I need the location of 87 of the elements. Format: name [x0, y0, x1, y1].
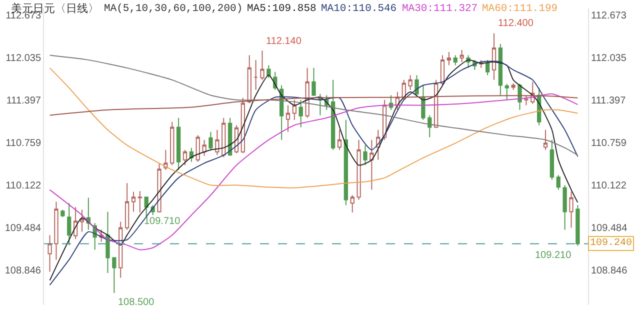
candlestick: [292, 99, 297, 120]
candlestick: [202, 139, 206, 156]
candlestick: [428, 114, 432, 138]
annotation: MA(5,10,30,60,100,200): [104, 3, 243, 15]
candlestick: [414, 74, 419, 96]
text: MA10:110.546: [321, 3, 397, 15]
candlestick: [460, 49, 464, 62]
y2-tick-label: 109.484: [591, 222, 628, 234]
candlestick: [266, 64, 271, 78]
candlestick: [164, 149, 168, 170]
ref-line-label: 109.240: [590, 238, 632, 249]
candlestick: [54, 201, 58, 260]
y-tick-label: 110.759: [6, 138, 42, 150]
candlestick: [182, 149, 188, 166]
candlestick: [106, 211, 110, 274]
candlestick: [228, 117, 232, 156]
candlestick: [48, 234, 52, 272]
line-series: [49, 54, 578, 156]
candlestick: [298, 99, 303, 128]
candlestick: [138, 190, 142, 213]
candlestick: [112, 256, 116, 294]
candlestick: [511, 82, 516, 90]
candlestick: [344, 119, 348, 206]
candlestick: [208, 131, 213, 150]
text: MA5:109.858: [247, 3, 316, 15]
candlestick: [498, 43, 503, 96]
y2-tick-label: 112.673: [591, 10, 627, 22]
candlestick: [370, 139, 374, 190]
candlestick: [408, 74, 412, 90]
candlestick: [176, 117, 181, 170]
candlestick: [144, 196, 148, 218]
y-tick-label: 109.484: [4, 222, 42, 234]
candlestick: [222, 117, 226, 158]
text: MA30:111.327: [402, 3, 478, 15]
y2-tick-label: 112.035: [591, 53, 627, 64]
candlestick: [73, 206, 78, 240]
candlestick: [305, 67, 310, 118]
candlestick: [131, 191, 136, 212]
annotation: 112.400: [498, 18, 534, 29]
candlestick: [247, 54, 252, 104]
candlestick: [170, 121, 174, 166]
y-tick-label: 108.846: [4, 265, 42, 276]
candlestick: [543, 129, 548, 150]
annotation: 108.500: [118, 297, 155, 308]
candlestick: [60, 209, 65, 218]
candlestick: [215, 129, 220, 156]
candlestick: [196, 134, 200, 162]
candlestick: [118, 221, 123, 278]
text: MA60:111.199: [482, 3, 558, 15]
candlestick: [576, 204, 580, 246]
candlestick: [356, 139, 361, 200]
line-series: [49, 93, 578, 250]
y2-tick-label: 110.122: [591, 180, 627, 192]
candlestick: [440, 54, 445, 86]
candlestick: [492, 32, 496, 80]
line-series: [49, 95, 578, 116]
candlestick: [350, 194, 354, 213]
line-series: [49, 67, 578, 188]
candlestick: [67, 202, 72, 246]
y-tick-label: 112.035: [6, 53, 42, 64]
candlestick: [80, 209, 84, 232]
candlestick: [312, 67, 316, 96]
annotation: 109.710: [144, 216, 181, 227]
candlestick: [556, 174, 560, 190]
candlestick: [485, 59, 490, 76]
candlestick: [286, 104, 290, 132]
y-tick-label: 111.397: [6, 96, 42, 107]
candlestick: [124, 182, 130, 230]
candlestick: [337, 129, 342, 150]
candlestick: [569, 191, 574, 228]
candlestick: [363, 144, 368, 166]
y2-tick-label: 108.846: [591, 265, 628, 276]
candlestick: [260, 50, 264, 80]
annotation: 112.140: [266, 36, 302, 47]
candlestick: [453, 54, 458, 66]
candlestick: [550, 139, 554, 180]
candlestick: [157, 162, 162, 213]
y2-tick-label: 111.397: [591, 96, 626, 107]
y-tick-label: 110.122: [6, 180, 42, 192]
candlestick: [254, 59, 258, 90]
candlestick: [524, 94, 528, 106]
candlestick: [330, 79, 336, 150]
y2-tick-label: 110.759: [591, 138, 627, 150]
candlestick: [446, 51, 452, 66]
candlestick: [504, 83, 509, 100]
candlestick: [562, 184, 567, 230]
annotation: 109.210: [535, 250, 572, 261]
